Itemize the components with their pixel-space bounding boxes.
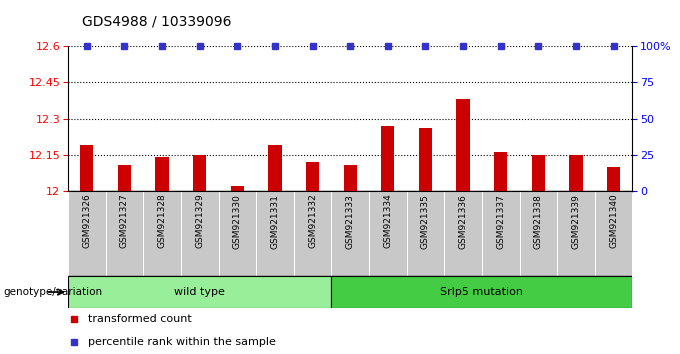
Text: GSM921330: GSM921330: [233, 194, 242, 249]
Bar: [407, 191, 444, 276]
Bar: [156, 157, 169, 191]
Bar: [482, 191, 520, 276]
Bar: [294, 191, 331, 276]
Text: GSM921332: GSM921332: [308, 194, 317, 249]
Text: GSM921328: GSM921328: [158, 194, 167, 249]
Text: percentile rank within the sample: percentile rank within the sample: [88, 337, 275, 348]
Bar: [569, 155, 583, 191]
Text: GSM921335: GSM921335: [421, 194, 430, 249]
Bar: [193, 155, 206, 191]
Text: Srlp5 mutation: Srlp5 mutation: [441, 287, 524, 297]
Bar: [520, 191, 557, 276]
Text: GSM921329: GSM921329: [195, 194, 204, 249]
Bar: [218, 191, 256, 276]
Bar: [381, 126, 394, 191]
Text: GSM921340: GSM921340: [609, 194, 618, 249]
Bar: [256, 191, 294, 276]
Bar: [331, 276, 632, 308]
Bar: [68, 191, 105, 276]
Bar: [68, 276, 331, 308]
Bar: [494, 153, 507, 191]
Bar: [143, 191, 181, 276]
Text: GSM921334: GSM921334: [384, 194, 392, 249]
Bar: [306, 162, 319, 191]
Bar: [419, 128, 432, 191]
Text: GSM921336: GSM921336: [458, 194, 468, 249]
Text: genotype/variation: genotype/variation: [3, 287, 103, 297]
Bar: [595, 191, 632, 276]
Bar: [532, 155, 545, 191]
Bar: [456, 99, 470, 191]
Text: GSM921333: GSM921333: [345, 194, 355, 249]
Bar: [105, 191, 143, 276]
Bar: [444, 191, 482, 276]
Text: GSM921339: GSM921339: [571, 194, 581, 249]
Text: GSM921326: GSM921326: [82, 194, 91, 249]
Text: GSM921327: GSM921327: [120, 194, 129, 249]
Bar: [331, 191, 369, 276]
Text: wild type: wild type: [174, 287, 225, 297]
Bar: [231, 186, 244, 191]
Bar: [557, 191, 595, 276]
Text: GSM921338: GSM921338: [534, 194, 543, 249]
Bar: [369, 191, 407, 276]
Bar: [118, 165, 131, 191]
Text: GSM921337: GSM921337: [496, 194, 505, 249]
Bar: [343, 165, 357, 191]
Bar: [80, 145, 93, 191]
Bar: [269, 145, 282, 191]
Bar: [181, 191, 218, 276]
Bar: [607, 167, 620, 191]
Text: GSM921331: GSM921331: [271, 194, 279, 249]
Text: GDS4988 / 10339096: GDS4988 / 10339096: [82, 14, 231, 28]
Text: transformed count: transformed count: [88, 314, 192, 325]
